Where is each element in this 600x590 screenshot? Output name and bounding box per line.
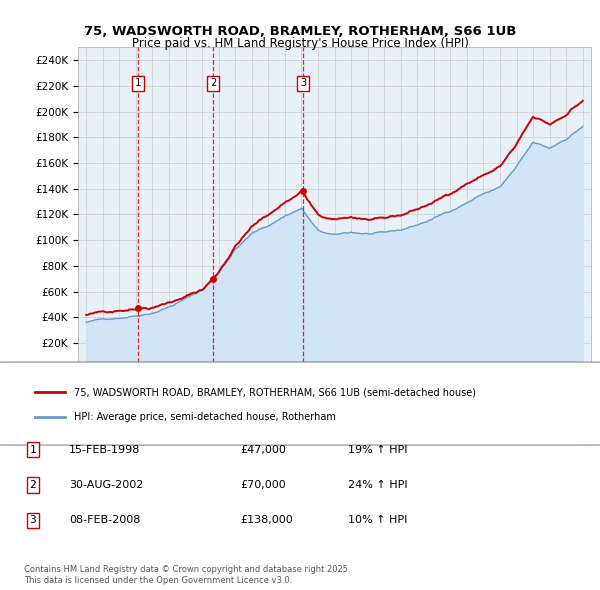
Text: £47,000: £47,000 [240, 445, 286, 454]
Text: 1: 1 [135, 78, 141, 88]
Text: HPI: Average price, semi-detached house, Rotherham: HPI: Average price, semi-detached house,… [74, 412, 335, 421]
Text: Price paid vs. HM Land Registry's House Price Index (HPI): Price paid vs. HM Land Registry's House … [131, 37, 469, 50]
Text: 3: 3 [29, 516, 37, 525]
Text: £70,000: £70,000 [240, 480, 286, 490]
Text: 3: 3 [300, 78, 306, 88]
Text: 2: 2 [29, 480, 37, 490]
Text: 19% ↑ HPI: 19% ↑ HPI [348, 445, 407, 454]
Text: £138,000: £138,000 [240, 516, 293, 525]
Text: 10% ↑ HPI: 10% ↑ HPI [348, 516, 407, 525]
Text: 08-FEB-2008: 08-FEB-2008 [69, 516, 140, 525]
Text: 2: 2 [210, 78, 216, 88]
Text: 75, WADSWORTH ROAD, BRAMLEY, ROTHERHAM, S66 1UB: 75, WADSWORTH ROAD, BRAMLEY, ROTHERHAM, … [84, 25, 516, 38]
Text: 30-AUG-2002: 30-AUG-2002 [69, 480, 143, 490]
Text: 24% ↑ HPI: 24% ↑ HPI [348, 480, 407, 490]
Text: 75, WADSWORTH ROAD, BRAMLEY, ROTHERHAM, S66 1UB (semi-detached house): 75, WADSWORTH ROAD, BRAMLEY, ROTHERHAM, … [74, 387, 476, 397]
Text: 1: 1 [29, 445, 37, 454]
Text: Contains HM Land Registry data © Crown copyright and database right 2025.
This d: Contains HM Land Registry data © Crown c… [24, 565, 350, 585]
Text: 15-FEB-1998: 15-FEB-1998 [69, 445, 140, 454]
FancyBboxPatch shape [0, 362, 600, 445]
